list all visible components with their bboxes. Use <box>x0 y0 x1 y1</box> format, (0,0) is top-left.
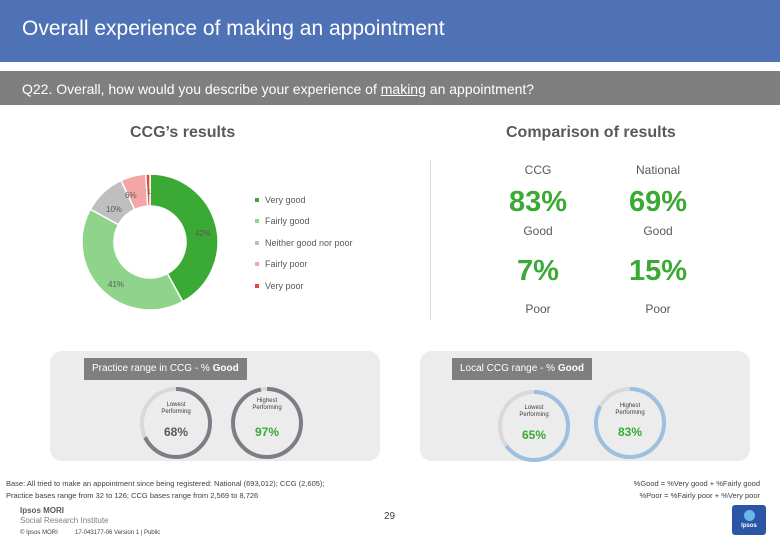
comparison-col-national: National <box>635 163 681 177</box>
legend-swatch <box>255 197 259 202</box>
practice-lowest-ring <box>140 387 212 459</box>
comparison-divider <box>430 160 431 320</box>
donut-slice-very-poor <box>144 173 151 207</box>
legend-label: Fairly good <box>265 216 310 227</box>
comparison-heading: Comparison of results <box>506 124 676 141</box>
good-national-label: Good <box>643 224 673 238</box>
legend-item: Fairly poor <box>255 254 353 276</box>
ring-fill <box>594 387 666 459</box>
legend-item: Very good <box>255 189 353 211</box>
seg-label-neither: 10% <box>106 205 123 214</box>
ccg-donut-chart <box>81 173 219 311</box>
question-post: an appointment? <box>425 81 535 97</box>
practice-lowest-value: 68% <box>163 425 189 439</box>
poor-definition: %Poor = %Fairly poor + %Very poor <box>639 491 760 500</box>
legend-label: Very poor <box>265 280 304 291</box>
title-bar: Overall experience of making an appointm… <box>0 0 780 62</box>
legend-item: Very poor <box>255 275 353 297</box>
badge-text: Ipsos <box>741 523 757 529</box>
legend-swatch <box>255 219 259 224</box>
ring-fill <box>140 387 212 459</box>
seg-label-very-poor: 1 <box>147 189 151 196</box>
question-bar: Q22. Overall, how would you describe you… <box>0 71 780 105</box>
question-pre: Q22. Overall, how would you describe you… <box>22 81 381 97</box>
practice-range-tab-bold: Good <box>212 363 239 374</box>
practice-lowest-label: Lowest Performing <box>161 402 191 415</box>
question-underlined: making <box>380 81 426 97</box>
badge-circle-icon <box>744 510 755 521</box>
poor-ccg-value: 7% <box>517 255 559 287</box>
legend-swatch <box>255 240 259 245</box>
local-range-tab-bold: Good <box>557 363 584 374</box>
poor-ccg-label: Poor <box>525 302 551 316</box>
donut-slice-fairly-good <box>81 208 184 311</box>
local-highest-label: Highest Performing <box>615 403 645 416</box>
question-text: Q22. Overall, how would you describe you… <box>22 81 534 97</box>
practice-range-tab: Practice range in CCG - % Good <box>84 358 247 380</box>
local-lowest-value: 65% <box>521 428 547 442</box>
logo-line-1: Ipsos MORI <box>20 506 109 516</box>
page-number: 29 <box>384 511 396 522</box>
seg-label-fairly-good: 41% <box>108 280 125 289</box>
logo-line-2: Social Research Institute <box>20 516 109 525</box>
ring-fill <box>498 390 570 462</box>
comparison-col-ccg: CCG <box>524 163 552 177</box>
page-title: Overall experience of making an appointm… <box>22 17 445 40</box>
practice-range-tab-text: Practice range in CCG - % <box>92 363 213 374</box>
good-ccg-label: Good <box>523 224 553 238</box>
local-highest-value: 83% <box>617 425 643 439</box>
practice-highest-label: Highest Performing <box>252 398 282 411</box>
definition-notes: %Good = %Very good + %Fairly good %Poor … <box>634 478 760 502</box>
local-range-tab-text: Local CCG range - % <box>460 363 558 374</box>
poor-national-value: 15% <box>628 255 688 287</box>
local-highest-ring <box>594 387 666 459</box>
good-ccg-value: 83% <box>508 186 568 218</box>
legend-swatch <box>255 283 259 288</box>
copyright: © Ipsos MORI <box>20 530 58 536</box>
local-lowest-label: Lowest Performing <box>519 405 549 418</box>
practice-highest-value: 97% <box>254 425 280 439</box>
legend-label: Neither good nor poor <box>265 237 353 248</box>
base-line-2: Practice bases range from 32 to 126; CCG… <box>6 491 259 500</box>
local-lowest-ring <box>498 390 570 462</box>
job-reference: 17-043177-06 Version 1 | Public <box>75 530 161 536</box>
local-range-tab: Local CCG range - % Good <box>452 358 592 380</box>
good-national-value: 69% <box>628 186 688 218</box>
legend-label: Fairly poor <box>265 259 308 270</box>
logo-name: Ipsos MORI <box>20 506 65 515</box>
base-line-1: Base: All tried to make an appointment s… <box>6 479 325 488</box>
ccg-results-heading: CCG’s results <box>130 124 236 141</box>
poor-national-label: Poor <box>645 302 671 316</box>
good-definition: %Good = %Very good + %Fairly good <box>633 479 760 488</box>
legend-item: Neither good nor poor <box>255 232 353 254</box>
base-notes: Base: All tried to make an appointment s… <box>6 478 325 502</box>
ipsos-mori-logo: Ipsos MORI Social Research Institute <box>20 506 109 526</box>
seg-label-very-good: 42% <box>195 229 212 238</box>
legend-item: Fairly good <box>255 211 353 233</box>
ipsos-badge-logo: Ipsos <box>732 505 766 535</box>
practice-highest-ring <box>231 387 303 459</box>
legend-label: Very good <box>265 194 306 205</box>
legend-swatch <box>255 262 259 267</box>
ring-fill <box>231 387 303 459</box>
donut-slice-very-good <box>149 173 219 303</box>
chart-legend: Very good Fairly good Neither good nor p… <box>255 189 353 297</box>
seg-label-fairly-poor: 6% <box>125 191 137 200</box>
